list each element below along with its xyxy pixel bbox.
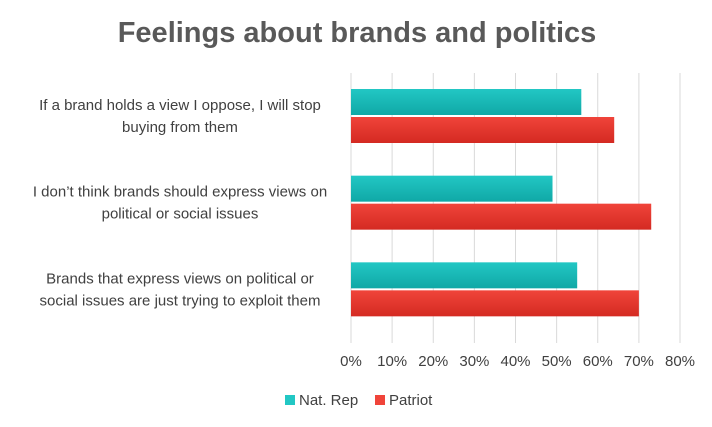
legend-label: Patriot xyxy=(389,392,433,409)
legend: Nat. Rep Patriot xyxy=(285,392,433,409)
category-label: Brands that express views on political o… xyxy=(46,270,314,287)
x-tick-label: 60% xyxy=(583,353,613,370)
x-tick-label: 20% xyxy=(418,353,448,370)
x-tick-label: 40% xyxy=(500,353,530,370)
bars xyxy=(351,89,652,317)
x-tick-label: 50% xyxy=(542,353,572,370)
category-label: I don’t think brands should express view… xyxy=(33,184,327,201)
x-tick-label: 10% xyxy=(377,353,407,370)
x-tick-label: 30% xyxy=(459,353,489,370)
x-axis-ticks: 0% 10% 20% 30% 40% 50% 60% 70% 80% xyxy=(340,353,695,370)
bar-patriot xyxy=(351,290,639,317)
bar-patriot xyxy=(351,203,652,230)
bar-nat-rep xyxy=(351,262,578,289)
x-tick-label: 70% xyxy=(624,353,654,370)
category-label: political or social issues xyxy=(102,206,259,223)
x-tick-label: 0% xyxy=(340,353,362,370)
legend-swatch xyxy=(285,395,295,405)
x-tick-label: 80% xyxy=(665,353,695,370)
category-label: If a brand holds a view I oppose, I will… xyxy=(39,97,321,114)
category-label: social issues are just trying to exploit… xyxy=(40,292,321,309)
legend-label: Nat. Rep xyxy=(299,392,358,409)
legend-swatch xyxy=(375,395,385,405)
bar-nat-rep xyxy=(351,175,553,202)
chart-title: Feelings about brands and politics xyxy=(118,17,597,49)
bar-patriot xyxy=(351,117,615,143)
category-labels: If a brand holds a view I oppose, I will… xyxy=(33,97,327,309)
category-label: buying from them xyxy=(122,119,238,136)
bar-nat-rep xyxy=(351,89,582,115)
